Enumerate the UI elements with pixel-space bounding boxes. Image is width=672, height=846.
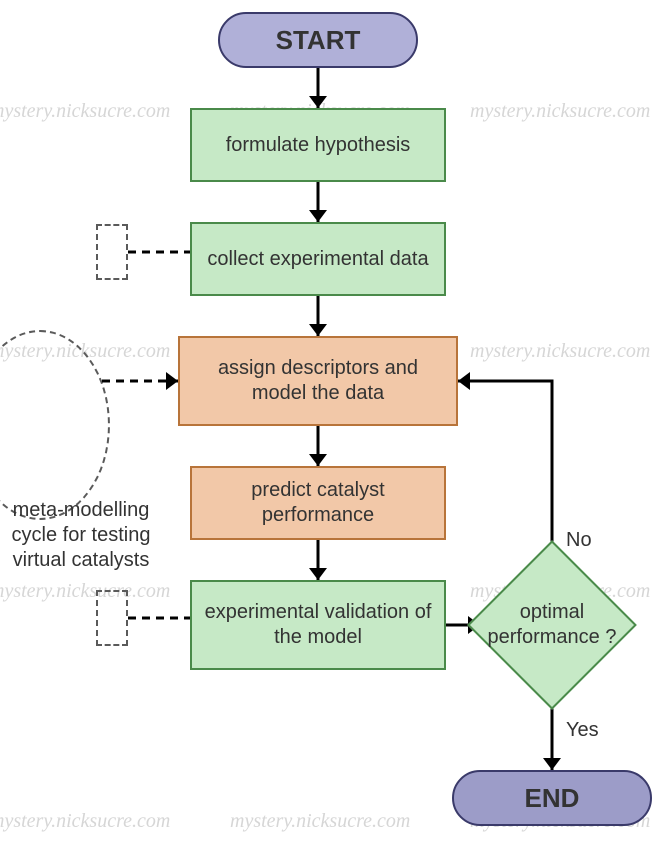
meta-cycle-caption: meta-modelling cycle for testing virtual… — [0, 498, 166, 578]
end-label: END — [525, 782, 580, 815]
node-label: predict catalyst performance — [202, 478, 434, 528]
node-label: collect experimental data — [207, 247, 428, 272]
edge-label-yes: Yes — [566, 720, 606, 744]
end-terminator: END — [452, 770, 652, 826]
start-label: START — [276, 24, 361, 57]
dashed-link-box-top — [96, 224, 128, 280]
flowchart-canvas: { "type": "flowchart", "canvas": { "widt… — [0, 0, 672, 846]
node-label: experimental validation of the model — [202, 600, 434, 650]
process-formulate-hypothesis: formulate hypothesis — [190, 108, 446, 182]
node-label: assign descriptors and model the data — [190, 356, 446, 406]
decision-optimal-performance — [467, 540, 637, 710]
process-experimental-validation: experimental validation of the model — [190, 580, 446, 670]
start-terminator: START — [218, 12, 418, 68]
node-label: formulate hypothesis — [226, 133, 411, 158]
edge-label-no: No — [566, 530, 606, 554]
process-assign-descriptors: assign descriptors and model the data — [178, 336, 458, 426]
dashed-link-box-bottom — [96, 590, 128, 646]
meta-cycle-ellipse — [0, 330, 110, 520]
process-collect-data: collect experimental data — [190, 222, 446, 296]
process-predict-performance: predict catalyst performance — [190, 466, 446, 540]
